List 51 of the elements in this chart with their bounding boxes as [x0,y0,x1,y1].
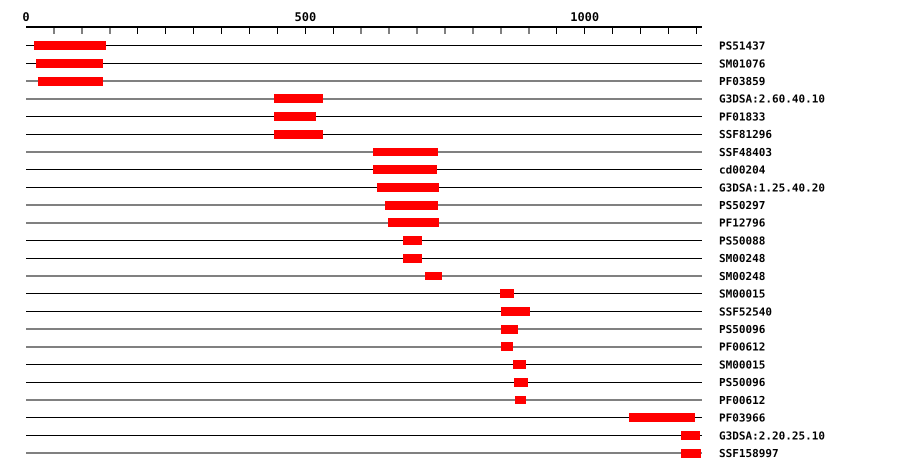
bar [515,396,526,404]
bar [274,130,323,139]
x-tick-label: 500 [294,10,316,24]
y-tick-label: G3DSA:2.20.25.10 [719,429,825,442]
y-tick-label: PS50096 [719,376,766,390]
bar [373,148,438,156]
bar [501,325,518,334]
y-tick-label: SM00015 [719,358,766,372]
bar [514,378,528,387]
bar [501,307,530,316]
bar [501,342,513,351]
bar [500,289,514,298]
x-tick-label: 1000 [570,10,600,24]
bar [385,201,438,210]
bar [403,254,422,263]
y-tick-label: PF03859 [719,74,766,88]
y-tick-label: PF01833 [719,110,766,124]
y-tick-label: SM00015 [719,288,766,301]
bar [274,94,323,103]
bar [681,431,700,440]
y-tick-label: SSF52540 [719,305,772,318]
y-tick-label: PF00612 [719,394,766,407]
bar [388,218,439,227]
bar [513,360,526,369]
y-tick-label: SSF158997 [719,446,779,460]
bar [274,112,316,121]
y-tick-label: PS50088 [719,234,766,248]
bar [373,165,437,174]
bar [681,449,701,458]
bar [425,272,442,280]
bar [403,236,422,245]
y-tick-label: PF00612 [719,340,766,354]
y-tick-label: PS51437 [719,40,766,53]
bar [36,59,103,68]
y-tick-label: SM00248 [719,252,766,266]
y-tick-label: SSF81296 [719,128,772,142]
bar [34,41,106,50]
bar [629,413,695,422]
y-tick-label: SM00248 [719,270,766,283]
y-tick-label: PF03966 [719,412,766,425]
x-tick-label: 0 [22,10,30,24]
y-tick-label: SSF48403 [719,146,772,159]
bar [377,183,439,192]
y-tick-label: G3DSA:1.25.40.20 [719,181,825,194]
y-tick-label: SM01076 [719,57,766,70]
y-tick-label: PS50297 [719,198,766,212]
y-tick-label: PF12796 [719,216,766,230]
y-tick-label: G3DSA:2.60.40.10 [719,92,825,106]
bar [38,77,103,86]
y-tick-label: PS50096 [719,322,766,336]
y-tick-label: cd00204 [719,164,766,177]
